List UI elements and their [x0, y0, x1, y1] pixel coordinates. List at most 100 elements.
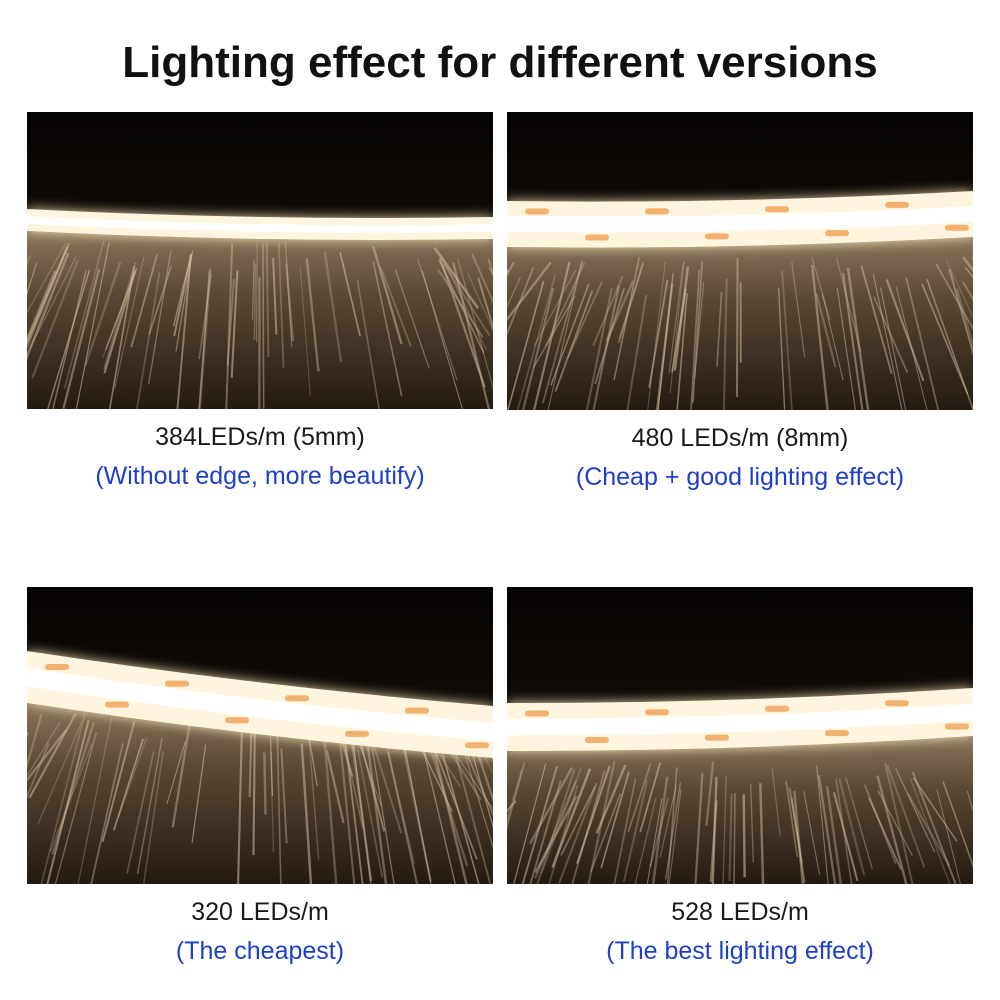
grain — [471, 253, 493, 304]
grain — [198, 270, 211, 409]
grain — [173, 253, 193, 337]
grain — [424, 733, 469, 867]
led-pad — [585, 737, 609, 744]
grain — [547, 262, 583, 410]
led-pad — [765, 705, 789, 712]
grain — [936, 789, 961, 884]
led-pad — [585, 234, 609, 241]
grain — [911, 771, 957, 884]
led-pad — [945, 723, 969, 730]
grain — [252, 729, 256, 856]
grain — [956, 288, 973, 348]
grain — [432, 745, 478, 860]
grain — [771, 768, 781, 837]
caption-note: (Cheap + good lighting effect) — [575, 463, 905, 491]
grain — [532, 261, 571, 410]
grain — [613, 778, 637, 884]
grain — [781, 270, 793, 410]
grain — [198, 274, 213, 360]
grain — [516, 274, 556, 410]
grain — [52, 272, 86, 409]
grain — [477, 277, 493, 331]
led-pad — [885, 201, 909, 208]
grain — [548, 784, 579, 884]
grain — [421, 270, 463, 409]
led-pad — [705, 734, 729, 741]
grain — [337, 721, 356, 884]
led-pad — [645, 208, 669, 215]
grain — [358, 737, 386, 832]
grain — [198, 268, 212, 409]
grain — [533, 295, 576, 368]
grain — [657, 273, 674, 410]
grain — [27, 743, 50, 799]
caption-label: 480 LEDs/m (8mm) — [631, 424, 849, 452]
grain — [277, 243, 285, 368]
grain — [148, 250, 172, 384]
grain — [566, 281, 603, 359]
grain — [811, 264, 829, 410]
grain — [300, 743, 313, 884]
grain — [342, 723, 364, 884]
grain — [101, 721, 136, 842]
grain — [613, 256, 640, 381]
grain — [785, 780, 799, 858]
photo-content — [27, 587, 493, 884]
led-pad — [825, 230, 849, 237]
grain — [551, 768, 592, 868]
led-pad — [465, 742, 489, 749]
wood — [507, 736, 973, 884]
wood — [27, 231, 493, 409]
grain — [571, 770, 606, 884]
grain — [873, 296, 909, 374]
grain — [262, 244, 265, 409]
grain — [788, 787, 803, 864]
caption-label: 528 LEDs/m — [671, 898, 809, 926]
grain — [716, 291, 723, 367]
grain — [372, 261, 403, 397]
led-pad — [105, 701, 129, 708]
caption-note: (The cheapest) — [175, 937, 345, 965]
photo-content — [507, 587, 973, 884]
caption-note: (Without edge, more beautify) — [95, 462, 425, 490]
grain — [325, 750, 345, 824]
grain — [541, 260, 584, 404]
grain — [37, 720, 83, 825]
grain — [558, 786, 597, 884]
grain — [876, 775, 908, 884]
grain — [299, 267, 311, 397]
grain — [945, 260, 973, 319]
grain — [666, 767, 678, 884]
grain — [550, 283, 590, 386]
photo — [507, 587, 973, 884]
grain — [62, 268, 101, 409]
grain — [387, 751, 419, 884]
grain — [886, 765, 926, 868]
grain — [507, 769, 523, 824]
grain — [836, 287, 857, 410]
grain — [372, 742, 403, 834]
grain — [811, 257, 831, 321]
grain — [669, 260, 685, 394]
grain — [722, 278, 728, 410]
grain — [251, 259, 255, 320]
grain — [912, 777, 958, 842]
grain — [694, 773, 704, 884]
grain — [668, 262, 684, 374]
led-pad — [705, 233, 729, 240]
grain — [749, 784, 755, 863]
grain — [272, 257, 278, 335]
grain — [692, 261, 704, 403]
grain — [142, 750, 164, 884]
led-pad — [405, 707, 429, 714]
led-pad — [45, 663, 69, 670]
grain — [90, 743, 124, 884]
grain — [31, 259, 79, 379]
grain — [63, 240, 105, 389]
grain — [27, 255, 31, 265]
grain — [176, 254, 192, 409]
strip-core — [27, 668, 493, 742]
grain — [821, 294, 844, 381]
